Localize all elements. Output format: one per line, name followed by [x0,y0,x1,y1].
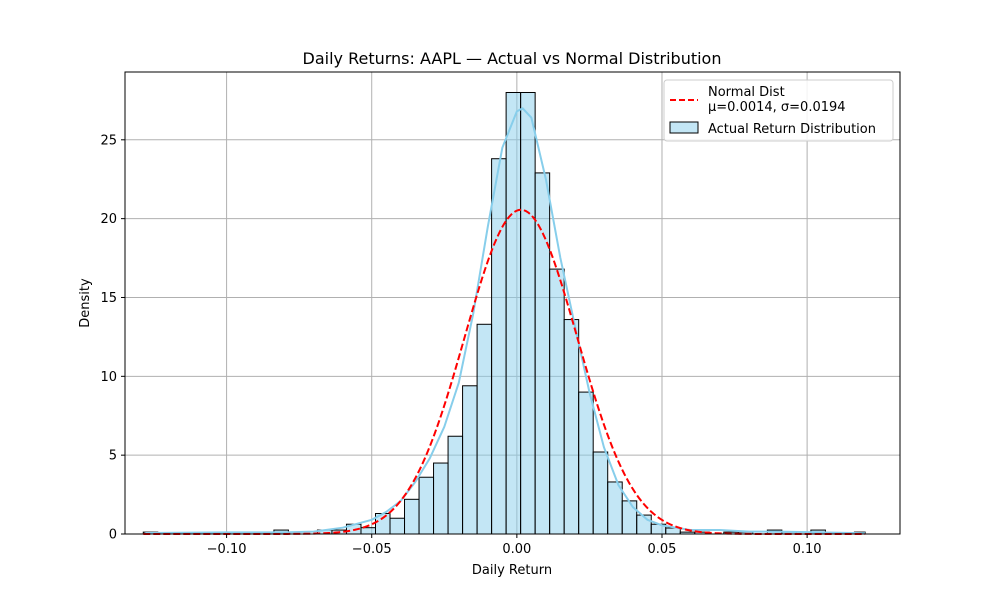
y-axis-ticks: 0 5 10 15 20 25 [100,133,125,543]
plot-frame [124,71,901,535]
legend-hist-label: Actual Return Distribution [708,122,876,137]
histogram-bar [520,91,536,535]
histogram-bar [404,498,420,535]
legend-hist-swatch [669,121,699,134]
legend-box [663,79,894,142]
histogram-bar [621,500,638,535]
histogram-bar [578,391,594,535]
y-tick-label: 0 [109,528,117,543]
histogram-bar [505,91,522,535]
x-axis-label: Daily Return [472,563,552,578]
histogram-bar [418,476,435,535]
histogram-bar [534,172,551,535]
histogram-bar [389,517,406,535]
y-tick-label: 20 [100,212,117,227]
x-tick-label: 0.10 [793,542,822,557]
legend-normal-params: μ=0.0014, σ=0.0194 [708,100,846,115]
x-axis-ticks: −0.10 −0.05 0.00 0.05 0.10 [207,534,822,557]
histogram-bar [491,158,507,535]
chart-title: Daily Returns: AAPL — Actual vs Normal D… [303,49,722,68]
y-axis-label: Density [78,278,93,328]
histogram-bar [592,451,609,535]
x-tick-label: 0.00 [502,542,531,557]
histogram-bars [142,91,866,535]
histogram-bar [476,323,493,535]
histogram-bar [433,462,449,535]
y-tick-label: 15 [100,291,117,306]
legend: Normal Dist μ=0.0014, σ=0.0194 Actual Re… [663,79,894,142]
histogram-bar [462,385,478,535]
histogram-bar [447,435,464,535]
histogram-bar [607,481,623,535]
x-tick-label: −0.10 [207,542,247,557]
legend-normal-label: Normal Dist [708,85,785,100]
y-tick-label: 10 [100,370,117,385]
y-tick-label: 25 [100,133,117,148]
histogram-bar [549,268,565,535]
histogram-bar [563,319,580,535]
x-tick-label: 0.05 [648,542,677,557]
x-tick-label: −0.05 [352,542,392,557]
y-tick-label: 5 [109,449,117,464]
